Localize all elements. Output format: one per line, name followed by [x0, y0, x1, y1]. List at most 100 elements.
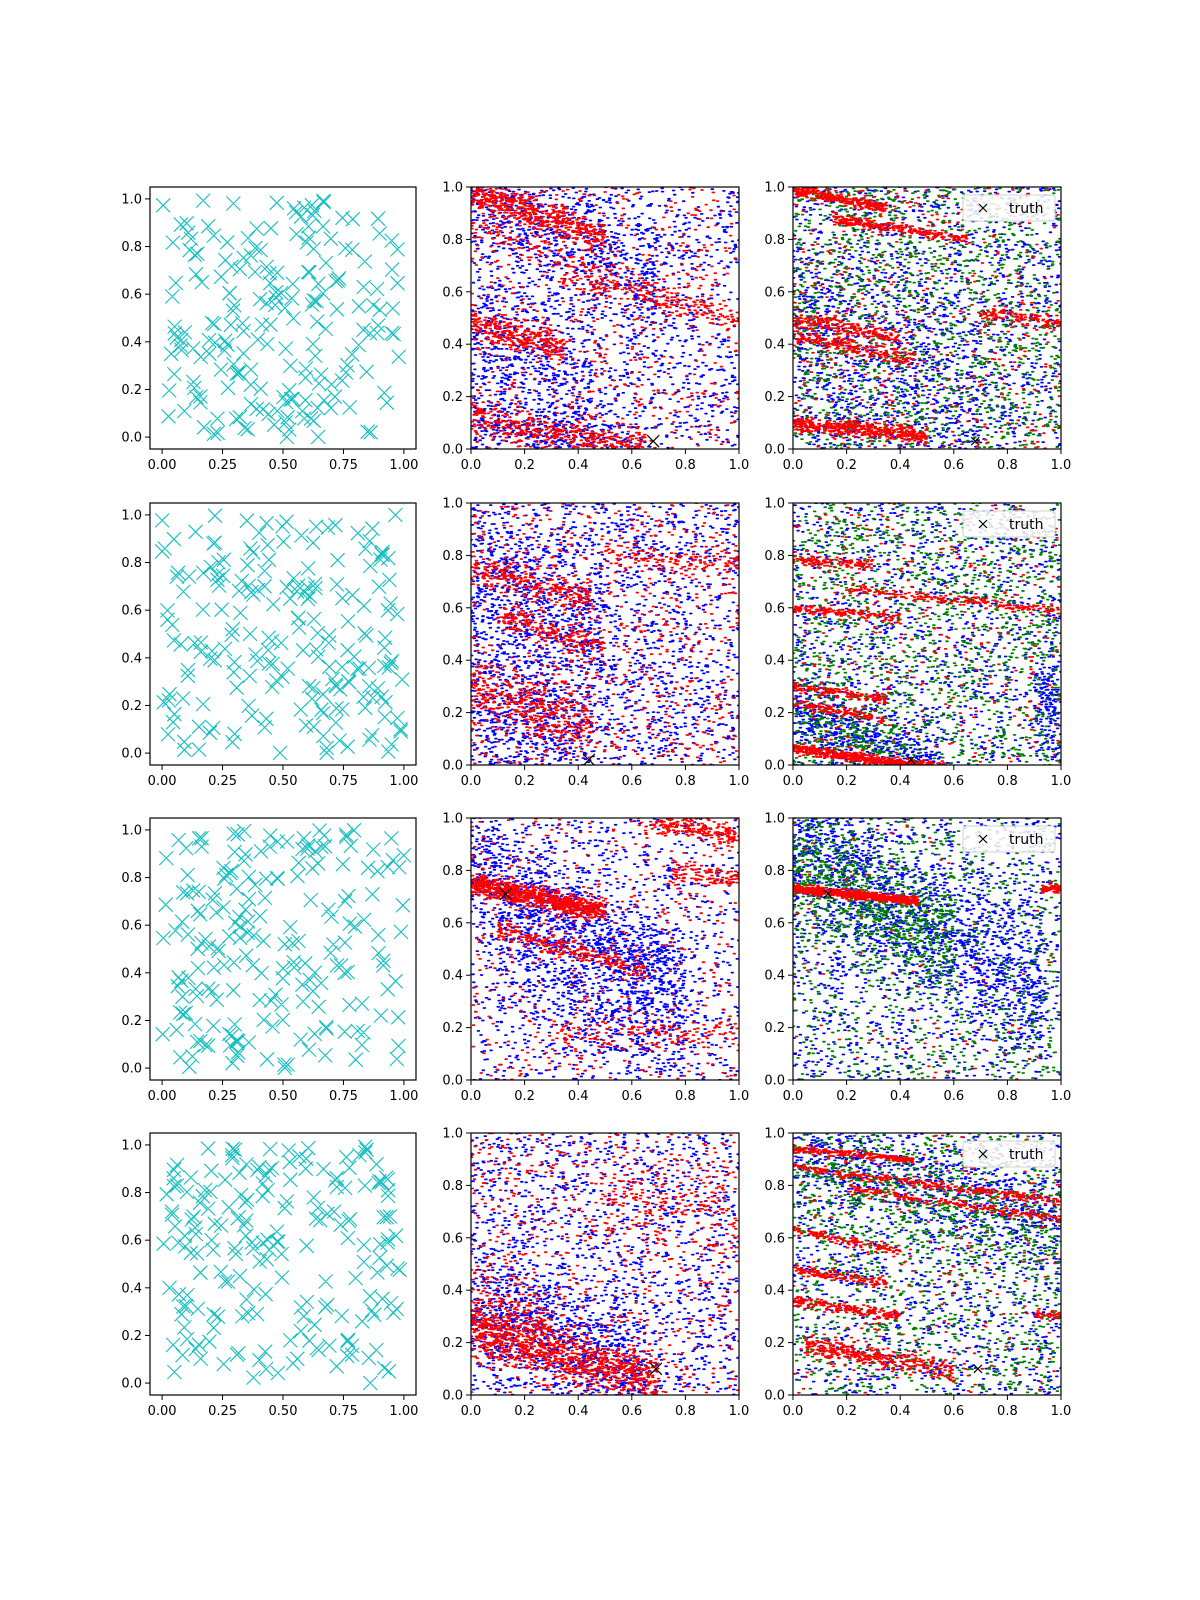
x-tick-label: 1.0: [1051, 1089, 1072, 1104]
y-tick-label: 0.4: [121, 335, 142, 350]
y-tick-label: 0.8: [121, 871, 142, 886]
plot-area: [471, 503, 739, 765]
series-red-points: [793, 503, 1061, 765]
y-tick-label: 0.8: [121, 1186, 142, 1201]
plot-area: [155, 193, 407, 445]
subplot-r2-c1: 0.00 0.25 0.50 0.75 1.00 0.0 0.2 0.4 0.6 0.8 1.0: [121, 502, 418, 789]
legend-label: truth: [1009, 201, 1043, 217]
x-tick-label: 0.4: [890, 1089, 911, 1104]
plot-area: [471, 187, 739, 449]
plot-area: [793, 187, 1061, 449]
y-tick-label: 0.8: [764, 864, 785, 879]
subplot-r2-c2: 0.0 0.2 0.4 0.6 0.8 1.0 0.0 0.2 0.4 0.6 0.8 1.0: [442, 497, 749, 790]
axes-frame: [470, 502, 740, 766]
y-tick-label: 1.0: [121, 192, 142, 207]
x-tick-label: 0.2: [514, 458, 535, 473]
x-tick-label: 0.4: [568, 774, 589, 789]
x-tick-label: 0.6: [943, 1089, 964, 1104]
y-tick-label: 0.4: [764, 969, 785, 984]
y-tick-label: 0.2: [764, 390, 785, 405]
plot-area: [471, 1133, 739, 1395]
y-tick-label: 1.0: [442, 181, 463, 196]
legend-box: [962, 1140, 1056, 1168]
x-tick-label: 0.50: [269, 1404, 298, 1419]
subplot-r3-c1: 0.00 0.25 0.50 0.75 1.00 0.0 0.2 0.4 0.6 0.8 1.0: [121, 817, 418, 1104]
y-tick-label: 0.0: [121, 1377, 142, 1392]
axes-frame: [792, 1132, 1062, 1396]
legend-label: truth: [1009, 517, 1043, 533]
y-tick-label: 1.0: [121, 1138, 142, 1153]
series-blue-points: [793, 818, 1061, 1080]
x-tick-label: 1.0: [729, 1089, 750, 1104]
x-tick-label: 0.8: [675, 1404, 696, 1419]
x-tick-label: 0.00: [148, 458, 177, 473]
x-tick-label: 0.6: [943, 1404, 964, 1419]
legend-label: truth: [1009, 832, 1043, 848]
legend: truth: [962, 1140, 1056, 1168]
x-tick-label: 0.25: [208, 1404, 237, 1419]
x-tick-label: 0.6: [621, 774, 642, 789]
x-tick-label: 0.8: [997, 1089, 1018, 1104]
y-tick-label: 0.0: [442, 443, 463, 458]
x-tick-label: 0.00: [148, 1404, 177, 1419]
x-tick-label: 0.2: [836, 458, 857, 473]
y-tick-label: 0.4: [442, 654, 463, 669]
x-tick-label: 0.00: [148, 1089, 177, 1104]
y-tick-label: 0.6: [764, 601, 785, 616]
x-tick-label: 1.00: [389, 458, 418, 473]
x-tick-label: 0.50: [269, 458, 298, 473]
y-tick-label: 0.6: [121, 1234, 142, 1249]
axes-frame: [470, 1132, 740, 1396]
axes-frame: [149, 1132, 417, 1396]
y-tick-label: 0.2: [121, 1329, 142, 1344]
y-tick-label: 0.4: [121, 966, 142, 981]
truth-marker: [499, 887, 513, 901]
x-tick-label: 0.2: [514, 1404, 535, 1419]
x-tick-label: 0.25: [208, 1089, 237, 1104]
y-tick-label: 1.0: [764, 497, 785, 512]
truth-marker: [906, 755, 916, 765]
y-tick-label: 0.4: [442, 338, 463, 353]
y-tick-label: 0.6: [442, 1231, 463, 1246]
legend: truth: [962, 194, 1056, 222]
legend-truth-marker: [978, 834, 988, 844]
x-tick-label: 0.4: [890, 774, 911, 789]
y-tick-label: 0.8: [442, 864, 463, 879]
x-tick-label: 1.0: [1051, 774, 1072, 789]
y-tick-label: 0.0: [121, 431, 142, 446]
subplot-r1-c2: 0.0 0.2 0.4 0.6 0.8 1.0 0.0 0.2 0.4 0.6 0.8 1.0: [442, 181, 749, 474]
y-tick-label: 0.2: [442, 706, 463, 721]
y-tick-label: 0.0: [764, 759, 785, 774]
subplot-r1-c1: 0.00 0.25 0.50 0.75 1.00 0.0 0.2 0.4 0.6 0.8 1.0: [121, 186, 418, 473]
x-tick-label: 0.0: [783, 774, 804, 789]
axes-frame: [470, 186, 740, 450]
truth-marker: [582, 753, 596, 765]
y-tick-label: 0.8: [442, 549, 463, 564]
cyan-x-markers: [155, 822, 412, 1076]
y-tick-label: 0.8: [442, 1179, 463, 1194]
x-tick-label: 0.8: [675, 458, 696, 473]
axes-frame: [792, 186, 1062, 450]
legend-truth-marker: [978, 1149, 988, 1159]
plot-area: [471, 818, 739, 1080]
y-tick-label: 0.4: [121, 1281, 142, 1296]
y-tick-label: 1.0: [442, 812, 463, 827]
x-tick-label: 0.8: [997, 458, 1018, 473]
x-tick-label: 0.75: [329, 1089, 358, 1104]
x-tick-label: 0.0: [461, 774, 482, 789]
y-tick-label: 0.2: [764, 1021, 785, 1036]
y-tick-label: 1.0: [121, 508, 142, 523]
y-tick-label: 1.0: [121, 823, 142, 838]
x-tick-label: 0.25: [208, 774, 237, 789]
legend-box: [962, 510, 1056, 538]
y-tick-label: 0.8: [764, 1179, 785, 1194]
subplot-r1-c3: 0.0 0.2 0.4 0.6 0.8 1.0 0.0 0.2 0.4 0.6 0.8 1.0 trut…: [764, 181, 1071, 474]
y-tick-label: 0.2: [442, 1336, 463, 1351]
subplot-r3-c3: 0.0 0.2 0.4 0.6 0.8 1.0 0.0 0.2 0.4 0.6 0.8 1.0 trut…: [764, 812, 1071, 1105]
y-tick-label: 0.6: [121, 288, 142, 303]
x-tick-label: 0.6: [621, 1089, 642, 1104]
plot-area: [793, 1133, 1061, 1395]
x-tick-label: 1.00: [389, 1404, 418, 1419]
subplot-r2-c3: 0.0 0.2 0.4 0.6 0.8 1.0 0.0 0.2 0.4 0.6 0.8 1.0 trut…: [764, 497, 1071, 790]
x-tick-label: 0.6: [943, 774, 964, 789]
